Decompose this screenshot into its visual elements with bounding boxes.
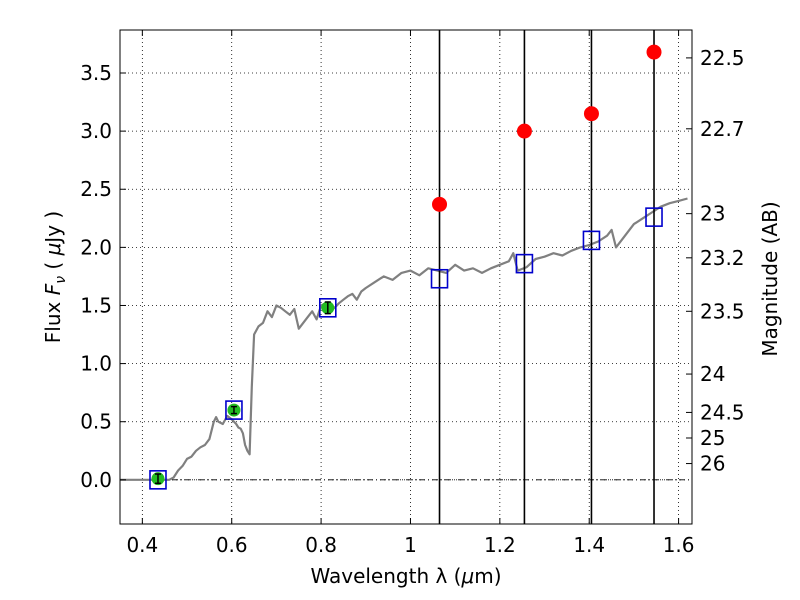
plot-frame xyxy=(119,29,693,525)
right-tick-label: 26 xyxy=(700,452,725,476)
y-tick-label: 2.0 xyxy=(80,235,112,259)
y-axis-label-subscript: ν xyxy=(53,276,69,284)
x-axis-label-unit: μ xyxy=(460,564,474,588)
y-tick-label: 0.5 xyxy=(80,410,112,434)
y-axis-label-unit-mu: μ xyxy=(41,243,65,257)
model-square-marker xyxy=(582,230,601,251)
right-tick-label: 23.5 xyxy=(700,299,745,323)
y-tick-label: 3.0 xyxy=(80,119,112,143)
plot-area xyxy=(120,30,692,524)
right-tick-label: 23 xyxy=(700,202,725,226)
x-tick-label: 1 xyxy=(404,533,417,557)
x-tick-label: 0.4 xyxy=(126,533,158,557)
red-point xyxy=(583,106,599,122)
right-tick-label: 24.5 xyxy=(700,400,745,424)
x-axis-label-text: Wavelength λ ( xyxy=(310,564,461,588)
y-tick-label: 1.5 xyxy=(80,293,112,317)
x-tick-label: 1.4 xyxy=(573,533,605,557)
right-tick-label: 22.5 xyxy=(700,46,745,70)
red-point xyxy=(646,44,662,60)
y-axis-label-text: Flux xyxy=(41,295,65,343)
right-axis-label: Magnitude (AB) xyxy=(758,201,782,356)
model-square-marker xyxy=(225,400,243,420)
y-axis-label-unit-pre: ( xyxy=(41,255,65,276)
y-axis-label-unit-post: Jy ) xyxy=(41,211,65,245)
x-tick-label: 1.2 xyxy=(484,533,516,557)
x-axis-label: Wavelength λ (μm) xyxy=(310,564,501,588)
x-axis: 0.4 0.6 0.8 1 1.2 1.4 1.6 xyxy=(126,30,695,557)
x-tick-label: 0.8 xyxy=(305,533,337,557)
model-square-marker xyxy=(430,268,449,289)
y-tick-label: 1.0 xyxy=(80,352,112,376)
y-tick-label: 2.5 xyxy=(80,177,112,201)
y-tick-label: 3.5 xyxy=(80,61,112,85)
right-tick-label: 25 xyxy=(700,426,725,450)
x-tick-label: 0.6 xyxy=(216,533,248,557)
model-square-marker xyxy=(318,298,337,318)
red-point xyxy=(432,196,448,212)
model-square-marker xyxy=(149,470,167,490)
grid-lines xyxy=(120,30,692,524)
red-point xyxy=(516,123,532,139)
plot-background xyxy=(120,30,692,524)
right-tick-label: 22.7 xyxy=(700,117,745,141)
x-tick-label: 1.6 xyxy=(663,533,695,557)
y-axis-left: 0.0 0.5 1.0 1.5 2.0 2.5 3.0 3.5 xyxy=(80,61,126,492)
y-tick-label: 0.0 xyxy=(80,468,112,492)
x-axis-label-tail: m) xyxy=(474,564,501,588)
y-axis-label-symbol: F xyxy=(41,283,65,295)
model-square-marker xyxy=(645,207,663,227)
y-axis-label: Flux Fν ( μJy ) xyxy=(41,211,69,343)
right-tick-label: 23.2 xyxy=(700,246,745,270)
model-square-marker xyxy=(515,253,534,274)
right-tick-label: 24 xyxy=(700,362,725,386)
